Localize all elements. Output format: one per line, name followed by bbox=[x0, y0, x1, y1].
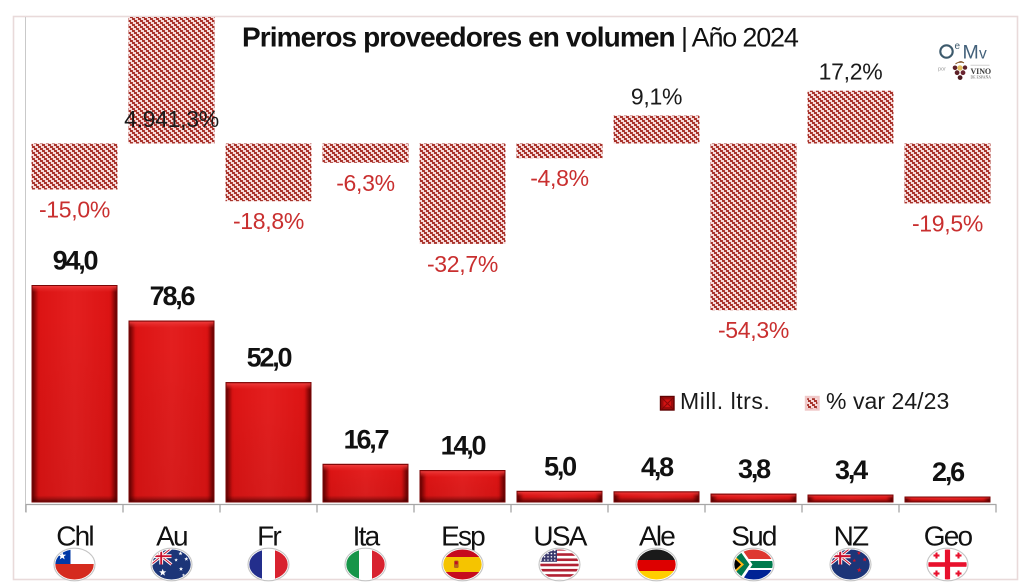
svg-text:-32,7%: -32,7% bbox=[427, 251, 498, 277]
svg-text:USA: USA bbox=[533, 521, 587, 552]
svg-text:16,7: 16,7 bbox=[344, 424, 389, 454]
svg-text:Geo: Geo bbox=[924, 521, 973, 552]
svg-text:9,1%: 9,1% bbox=[631, 84, 682, 110]
svg-text:17,2%: 17,2% bbox=[819, 59, 883, 85]
svg-text:DE ESPAÑA: DE ESPAÑA bbox=[971, 75, 992, 80]
svg-text:78,6: 78,6 bbox=[150, 281, 196, 311]
svg-text:Au: Au bbox=[156, 521, 187, 552]
svg-text:% var 24/23: % var 24/23 bbox=[826, 388, 949, 414]
svg-text:Mill. ltrs.: Mill. ltrs. bbox=[680, 388, 770, 414]
svg-text:-6,3%: -6,3% bbox=[336, 170, 395, 196]
svg-text:por: por bbox=[938, 67, 946, 73]
svg-text:4,8: 4,8 bbox=[641, 452, 674, 482]
svg-text:e: e bbox=[955, 41, 961, 52]
svg-text:Ita: Ita bbox=[353, 521, 381, 552]
svg-text:4.941,3%: 4.941,3% bbox=[124, 106, 219, 132]
svg-text:94,0: 94,0 bbox=[53, 246, 98, 276]
svg-text:Primeros proveedores en volume: Primeros proveedores en volumen | Año 20… bbox=[242, 22, 799, 53]
svg-text:M: M bbox=[963, 42, 979, 64]
svg-text:Esp: Esp bbox=[441, 521, 485, 552]
svg-text:5,0: 5,0 bbox=[544, 451, 576, 481]
svg-text:-15,0%: -15,0% bbox=[39, 197, 110, 223]
svg-text:-54,3%: -54,3% bbox=[718, 317, 789, 343]
svg-text:-4,8%: -4,8% bbox=[530, 165, 589, 191]
svg-text:VINO: VINO bbox=[971, 67, 992, 76]
svg-text:14,0: 14,0 bbox=[441, 431, 486, 461]
svg-text:52,0: 52,0 bbox=[247, 343, 292, 373]
svg-text:3,4: 3,4 bbox=[835, 455, 868, 485]
svg-text:3,8: 3,8 bbox=[738, 454, 771, 484]
svg-text:2,6: 2,6 bbox=[932, 457, 965, 487]
svg-text:Fr: Fr bbox=[257, 521, 281, 552]
svg-text:Sud: Sud bbox=[731, 521, 776, 552]
svg-text:NZ: NZ bbox=[834, 521, 869, 552]
svg-text:-19,5%: -19,5% bbox=[912, 210, 983, 236]
svg-text:Ale: Ale bbox=[639, 521, 675, 552]
svg-text:Chl: Chl bbox=[56, 521, 93, 552]
svg-text:v: v bbox=[979, 46, 987, 63]
svg-text:-18,8%: -18,8% bbox=[233, 208, 304, 234]
